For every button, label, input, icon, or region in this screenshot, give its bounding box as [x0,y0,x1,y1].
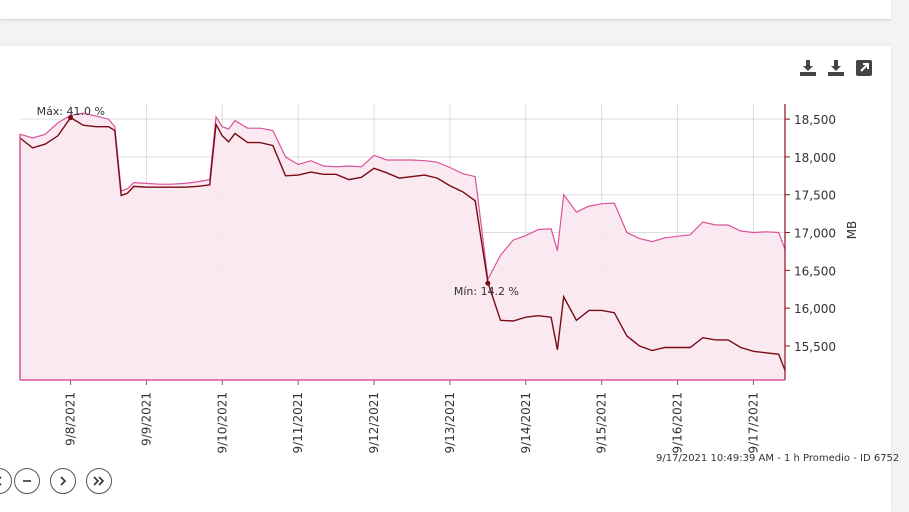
previous-icon [0,476,2,486]
download-icon [828,60,844,76]
x-tick-label: 9/10/2021 [215,392,229,454]
download-image-button[interactable] [798,58,818,78]
pager-last-button[interactable] [86,468,112,494]
expand-icon [856,60,872,76]
x-tick-label: 9/17/2021 [746,392,760,454]
annotation-marker [485,280,491,286]
annotation-marker [68,115,74,121]
chart-labels: 15,500 16,000 16,500 17,000 17,500 18,000 18,5… [37,105,859,454]
top-panel [0,0,891,20]
y-tick-label: 18,000 [794,151,836,165]
series-line-lower [19,116,786,371]
y-tick-label: 16,500 [794,264,836,278]
x-tick-label: 9/16/2021 [671,392,685,454]
y-axis-label: MB [845,221,859,240]
annotation-max-label: Máx: 41.0 % [37,105,105,118]
y-tick-label: 18,500 [794,113,836,127]
x-tick-label: 9/8/2021 [64,392,78,446]
pager-next-button[interactable] [50,468,76,494]
chart-footer-info: 9/17/2021 10:49:39 AM - 1 h Promedio - I… [656,453,900,464]
expand-button[interactable] [854,58,874,78]
x-tick-label: 9/14/2021 [519,392,533,454]
x-tick-label: 9/9/2021 [139,392,153,446]
y-tick-label: 17,000 [794,227,836,241]
next-icon [60,476,67,486]
download-icon [800,60,816,76]
series-area-fill [20,113,785,380]
x-tick-label: 9/11/2021 [291,392,305,454]
chart-series [19,112,786,380]
chart-axes [19,104,790,385]
x-tick-label: 9/12/2021 [367,392,381,454]
series-line-upper [19,112,786,282]
x-tick-label: 9/13/2021 [443,392,457,454]
y-tick-label: 17,500 [794,189,836,203]
y-tick-label: 16,000 [794,302,836,316]
y-tick-label: 15,500 [794,340,836,354]
download-data-button[interactable] [826,58,846,78]
x-tick-label: 9/15/2021 [595,392,609,454]
zoom-out-icon [23,480,31,482]
pager-zoom-out-button[interactable] [14,468,40,494]
annotation-min-label: Mín: 14.2 % [454,285,519,298]
last-icon [93,476,105,486]
